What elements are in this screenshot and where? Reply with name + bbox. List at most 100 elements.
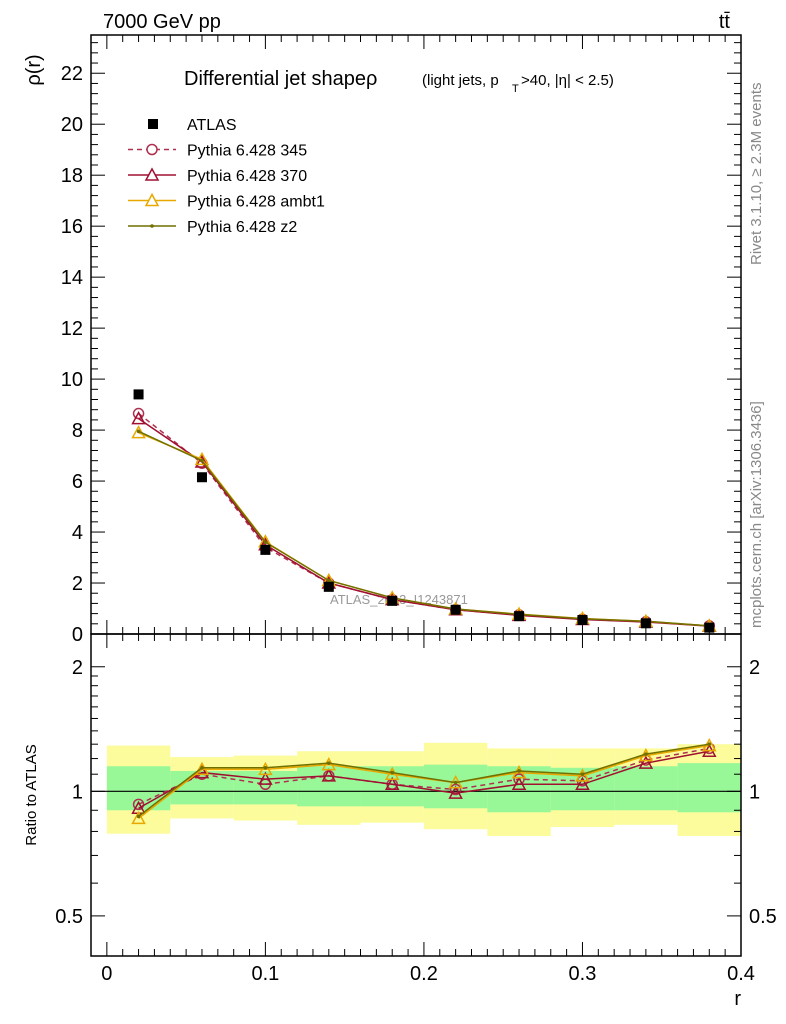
atlas-marker	[640, 618, 651, 629]
inner-uncertainty-band	[170, 770, 234, 805]
dot-marker	[327, 578, 331, 583]
y-tick-label: 2	[72, 573, 83, 595]
y-tick-label: 12	[61, 318, 83, 340]
x-tick-label: 0.2	[410, 963, 438, 985]
ratio-dot-marker	[453, 780, 458, 785]
atlas-marker	[387, 595, 398, 606]
ratio-y-tick-label: 1	[72, 781, 83, 803]
ratio-plot-frame	[90, 633, 742, 957]
legend-circle-marker	[146, 143, 158, 156]
x-tick-label: 0.4	[727, 963, 755, 985]
dot-marker	[200, 458, 204, 463]
series-line	[138, 430, 710, 627]
ratio-triangle-marker	[448, 785, 463, 799]
y-tick-label: 10	[61, 369, 83, 391]
atlas-marker	[323, 581, 334, 592]
legend-label: Pythia 6.428 345	[187, 143, 307, 160]
main-plot-panel: ρ(r) Differential jet shapeρ (light jets…	[23, 34, 742, 646]
dot-marker	[136, 429, 141, 434]
ratio-series-line	[138, 750, 710, 809]
plot-title-sub-post: >40, |η| < 2.5)	[521, 72, 614, 89]
ratio-triangle-marker	[321, 768, 337, 782]
atlas-marker	[133, 389, 144, 400]
ratio-y-tick-label-right: 0.5	[749, 906, 777, 928]
ratio-dot-marker	[136, 814, 141, 819]
legend-dot-marker	[150, 224, 154, 228]
ratio-triangle-marker	[131, 810, 146, 825]
ratio-series-line	[138, 743, 710, 817]
x-tick-label: 0.3	[569, 963, 597, 985]
ratio-triangle-marker	[575, 776, 590, 791]
ratio-triangle-marker	[384, 776, 400, 791]
y-tick-label: 0	[72, 624, 83, 646]
legend-label: Pythia 6.428 z2	[187, 219, 297, 236]
ratio-dot-marker	[327, 761, 331, 765]
y-tick-label: 8	[72, 420, 83, 442]
ratio-circle-marker	[132, 798, 145, 811]
x-axis-label: r	[734, 988, 741, 1010]
main-y-ticks: 0 2 4 6 8 10 12 14 16 18 20 22	[61, 35, 742, 646]
ratio-circle-marker	[449, 783, 462, 796]
series-line	[138, 417, 710, 627]
legend-item: Pythia 6.428 ambt1	[128, 192, 325, 211]
ratio-triangle-marker	[511, 776, 527, 791]
inner-uncertainty-band	[233, 770, 298, 805]
rivet-version-label: Rivet 3.1.10, ≥ 2.3M events	[748, 83, 765, 266]
inner-uncertainty-band	[297, 766, 361, 807]
ratio-y-tick-label-right: 1	[749, 781, 760, 803]
triangle-marker	[131, 411, 146, 425]
y-axis-label-ratio: Ratio to ATLAS	[23, 744, 40, 845]
ratio-dot-marker	[390, 770, 395, 775]
x-tick-label: 0.1	[251, 963, 279, 985]
atlas-marker	[196, 472, 207, 483]
ratio-series-pythia-6-428-z2	[136, 742, 712, 819]
y-tick-label: 16	[61, 216, 83, 238]
x-tick-label: 0	[101, 963, 112, 985]
legend-item: ATLAS	[148, 117, 237, 134]
ratio-triangle-marker	[258, 761, 273, 776]
ratio-y-tick-label: 2	[72, 657, 83, 679]
ratio-dot-marker	[200, 765, 204, 770]
energy-label: 7000 GeV pp	[103, 11, 221, 33]
ratio-triangle-marker	[258, 771, 273, 785]
ratio-ticks: 0.5 0.5 1 1 2 2 0 0.1 0.2 0.3 0.4	[55, 634, 777, 985]
y-tick-label: 22	[61, 63, 83, 85]
legend-label: Pythia 6.428 370	[187, 168, 307, 185]
ratio-plot-panel: Ratio to ATLAS r 0.5 0.5 1 1 2 2 0 0.1 0.2 0.3 0.4	[23, 633, 777, 1010]
atlas-marker	[450, 604, 461, 615]
ratio-triangle-marker	[575, 768, 590, 782]
ratio-series-line	[138, 747, 710, 806]
y-axis-label-main: ρ(r)	[23, 54, 45, 85]
legend-label: Pythia 6.428 ambt1	[187, 194, 325, 211]
circle-marker	[132, 407, 145, 420]
ratio-y-tick-label-right: 2	[749, 657, 760, 679]
ratio-triangle-marker	[194, 761, 210, 776]
y-tick-label: 6	[72, 471, 83, 493]
atlas-marker	[704, 622, 715, 633]
ratio-dot-marker	[644, 752, 648, 756]
dot-marker	[263, 540, 268, 545]
y-tick-label: 4	[72, 522, 83, 544]
plot-title-sub-pre: (light jets, p	[422, 72, 499, 89]
main-series	[131, 389, 717, 633]
plot-title: Differential jet shapeρ (light jets, p T…	[184, 68, 614, 95]
legend-item: Pythia 6.428 370	[128, 167, 307, 185]
legend-item: Pythia 6.428 z2	[128, 219, 297, 236]
ratio-series-line	[138, 744, 710, 820]
ratio-dot-marker	[517, 769, 521, 773]
inner-uncertainty-band	[677, 763, 741, 813]
plot-title-main: Differential jet shapeρ	[184, 68, 377, 90]
y-tick-label: 20	[61, 114, 83, 136]
triangle-marker	[194, 454, 210, 468]
ratio-series	[131, 738, 717, 825]
legend-triangle-marker	[144, 167, 160, 181]
series-atlas	[133, 389, 715, 633]
ratio-triangle-marker	[638, 755, 654, 769]
plot-title-sub-subscript: T	[512, 83, 519, 95]
atlas-marker	[514, 611, 525, 622]
mcplots-source-label: mcplots.cern.ch [arXiv:1306.3436]	[748, 401, 765, 628]
legend-atlas-marker	[148, 119, 158, 129]
legend-label: ATLAS	[187, 117, 237, 134]
ratio-dot-marker	[707, 742, 712, 746]
legend-item: Pythia 6.428 345	[128, 143, 307, 160]
